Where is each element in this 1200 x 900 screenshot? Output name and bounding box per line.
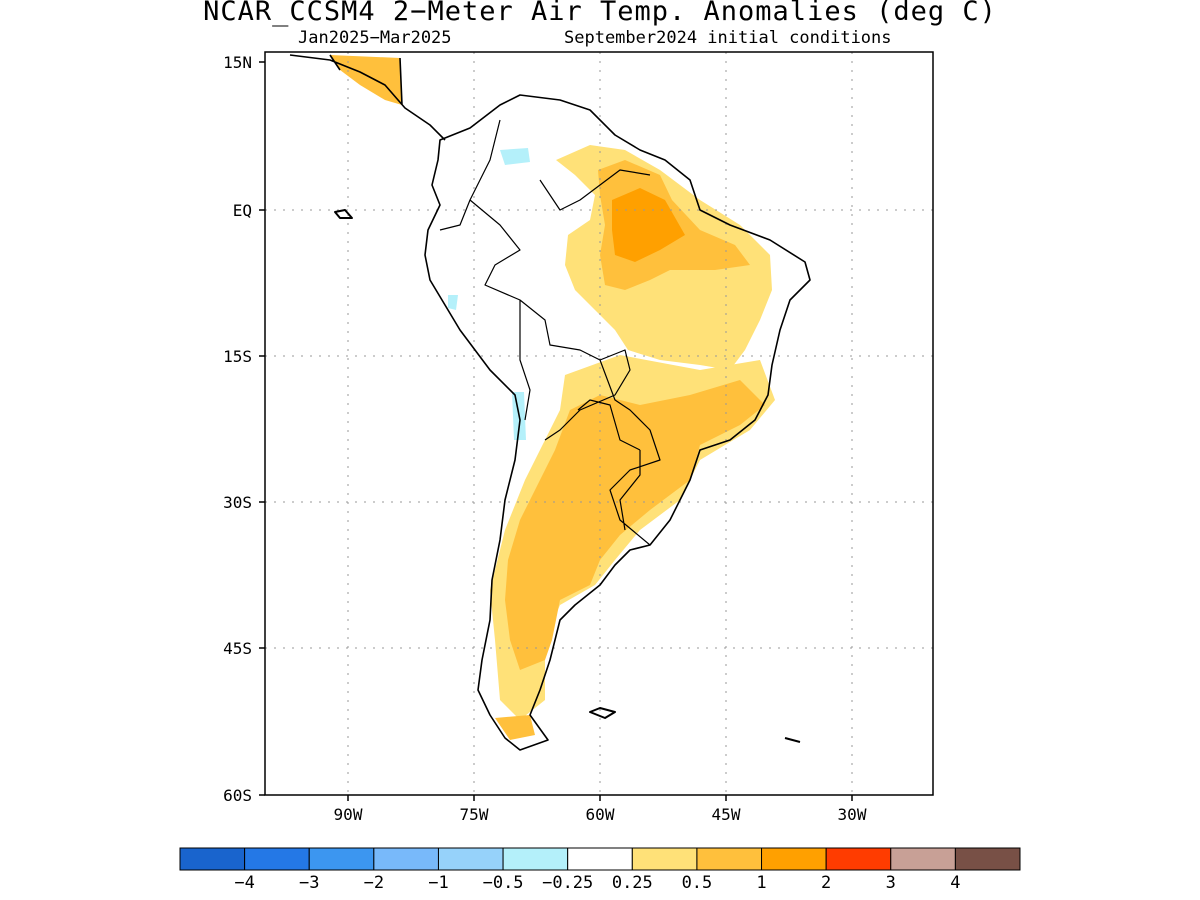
country-borders bbox=[439, 119, 661, 546]
colorbar-swatch bbox=[437, 847, 504, 871]
colorbar-label: −0.5 bbox=[483, 873, 524, 893]
shade-peru-blue bbox=[448, 295, 458, 310]
colorbar-label: −1 bbox=[428, 873, 448, 893]
lon-label: 45W bbox=[712, 805, 741, 824]
longitude-axis: 90W 75W 60W 45W 30W bbox=[334, 795, 867, 824]
colorbar-label: −4 bbox=[234, 873, 254, 893]
colorbar-swatch bbox=[954, 847, 1021, 871]
colorbar: −4 −3 −2 −1 −0.5 −0.25 0.25 0.5 1 2 3 4 bbox=[179, 847, 1021, 893]
shade-tierra bbox=[495, 715, 535, 740]
anomaly-shading bbox=[330, 55, 775, 740]
lat-label: 45S bbox=[223, 639, 252, 658]
colorbar-label: 2 bbox=[821, 873, 831, 893]
lon-label: 75W bbox=[460, 805, 489, 824]
shade-colombia-blue bbox=[500, 148, 530, 165]
latitude-axis: 15N EQ 15S 30S 45S 60S bbox=[223, 53, 265, 805]
colorbar-label: 0.25 bbox=[612, 873, 653, 893]
colorbar-swatch bbox=[825, 847, 892, 871]
islands-galapagos bbox=[334, 209, 353, 219]
colorbar-label: 3 bbox=[886, 873, 896, 893]
lat-label: 30S bbox=[223, 493, 252, 512]
initial-conditions: September2024 initial conditions bbox=[564, 28, 892, 48]
colorbar-swatch bbox=[244, 847, 310, 871]
gridlines bbox=[265, 52, 933, 795]
central-america-coast bbox=[289, 54, 446, 141]
coastlines bbox=[289, 54, 811, 751]
colorbar-label: 4 bbox=[950, 873, 960, 893]
lat-label: 60S bbox=[223, 786, 252, 805]
colorbar-swatch bbox=[761, 847, 827, 871]
shade-central-america bbox=[330, 55, 402, 105]
colorbar-label: −2 bbox=[364, 873, 384, 893]
forecast-period: Jan2025−Mar2025 bbox=[298, 28, 452, 48]
colorbar-swatch bbox=[179, 847, 246, 871]
colorbar-label: 0.5 bbox=[682, 873, 713, 893]
lat-label: 15S bbox=[223, 347, 252, 366]
map-title: NCAR_CCSM4 2−Meter Air Temp. Anomalies (… bbox=[203, 0, 997, 27]
shade-south-mid bbox=[505, 380, 765, 670]
colorbar-label: 1 bbox=[756, 873, 766, 893]
colorbar-swatch bbox=[308, 847, 375, 871]
colorbar-swatch bbox=[696, 847, 763, 871]
colorbar-swatch bbox=[502, 847, 569, 871]
colorbar-swatch bbox=[373, 847, 439, 871]
south-america-coast bbox=[424, 94, 811, 751]
colorbar-swatch bbox=[631, 847, 698, 871]
shade-amazon-core bbox=[612, 188, 685, 262]
colorbar-label: −0.25 bbox=[542, 873, 593, 893]
islands-falklands bbox=[589, 707, 801, 743]
colorbar-label: −3 bbox=[299, 873, 319, 893]
map-frame bbox=[264, 51, 934, 796]
lon-label: 60W bbox=[586, 805, 615, 824]
colorbar-swatch bbox=[567, 847, 633, 871]
lat-label: EQ bbox=[233, 201, 252, 220]
colorbar-swatch bbox=[890, 847, 956, 871]
lon-label: 90W bbox=[334, 805, 363, 824]
lat-label: 15N bbox=[223, 53, 252, 72]
lon-label: 30W bbox=[838, 805, 867, 824]
